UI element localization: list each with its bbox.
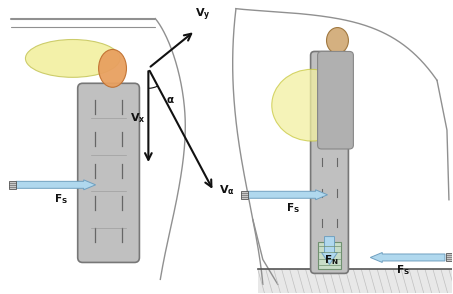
FancyArrow shape xyxy=(248,190,328,200)
Text: $\mathbf{\alpha}$: $\mathbf{\alpha}$ xyxy=(166,95,174,105)
FancyArrow shape xyxy=(16,180,96,190)
FancyArrow shape xyxy=(370,253,445,263)
Bar xyxy=(258,269,453,294)
Ellipse shape xyxy=(327,28,348,54)
Text: $\mathbf{F_S}$: $\mathbf{F_S}$ xyxy=(286,201,299,215)
Text: $\mathbf{V_x}$: $\mathbf{V_x}$ xyxy=(130,111,146,125)
Text: $\mathbf{F_S}$: $\mathbf{F_S}$ xyxy=(54,192,68,206)
FancyBboxPatch shape xyxy=(311,51,348,273)
Ellipse shape xyxy=(25,39,120,77)
Text: $\mathbf{V_\alpha}$: $\mathbf{V_\alpha}$ xyxy=(219,183,235,197)
Text: $\mathbf{V_y}$: $\mathbf{V_y}$ xyxy=(195,6,211,23)
Text: $\mathbf{F_S}$: $\mathbf{F_S}$ xyxy=(396,263,410,277)
Bar xyxy=(9,181,16,189)
Bar xyxy=(241,191,248,199)
Bar xyxy=(446,253,453,261)
Ellipse shape xyxy=(272,69,352,141)
Text: $\mathbf{F_N}$: $\mathbf{F_N}$ xyxy=(324,253,339,267)
FancyBboxPatch shape xyxy=(318,242,342,269)
FancyArrow shape xyxy=(322,237,337,264)
Ellipse shape xyxy=(99,49,126,87)
FancyBboxPatch shape xyxy=(78,83,140,263)
FancyBboxPatch shape xyxy=(318,51,353,149)
